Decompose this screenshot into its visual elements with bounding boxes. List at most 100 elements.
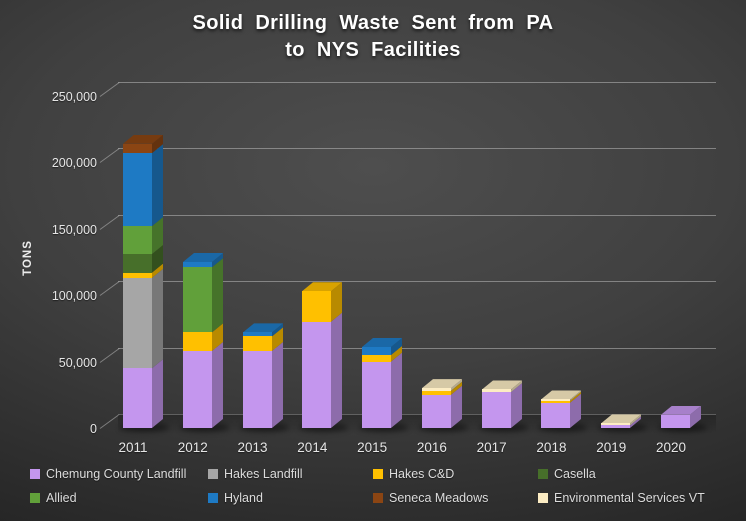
legend-label-esvt: Environmental Services VT	[554, 491, 705, 505]
bar-segment	[601, 423, 630, 426]
legend-item-esvt: Environmental Services VT	[538, 491, 705, 505]
legend-item-seneca: Seneca Meadows	[373, 491, 488, 505]
axis-depth-tick	[99, 347, 120, 363]
bar-segment-side	[272, 323, 283, 337]
bar-segment	[362, 361, 391, 428]
x-tick-label: 2014	[297, 440, 328, 455]
legend-label-hakes-cd: Hakes C&D	[389, 467, 455, 481]
x-tick-label: 2012	[177, 440, 208, 455]
legend-label-hakes-landfill: Hakes Landfill	[224, 467, 303, 481]
bar-segment	[123, 153, 152, 227]
x-tick-label: 2020	[655, 440, 687, 455]
bar-segment-side	[331, 282, 342, 322]
legend-swatch-allied	[30, 493, 40, 503]
bar-segment	[541, 399, 570, 401]
bar-segment-side	[570, 390, 581, 401]
bar-top-face	[422, 379, 462, 389]
bar-top-face	[123, 134, 163, 144]
legend-item-casella: Casella	[538, 467, 596, 481]
legend-item-hakes-landfill: Hakes Landfill	[208, 467, 303, 481]
bar-segment	[541, 402, 570, 428]
bar-segment-side	[391, 352, 402, 428]
bar-segment	[123, 272, 152, 278]
x-tick-label: 2019	[596, 440, 627, 455]
legend-swatch-casella	[538, 469, 548, 479]
bar-segment-side	[391, 337, 402, 355]
bar-segment	[123, 143, 152, 154]
bar-segment-side	[152, 268, 163, 369]
legend-label-chemung: Chemung County Landfill	[46, 467, 187, 481]
x-tick-label: 2015	[357, 440, 388, 455]
axis-depth-tick	[99, 148, 120, 164]
y-tick-label: 200,000	[51, 156, 97, 171]
chart-title: Solid Drilling Waste Sent from PA to NYS…	[0, 10, 746, 64]
bar-segment	[302, 321, 331, 428]
legend-label-seneca: Seneca Meadows	[389, 491, 489, 505]
bar-segment	[422, 390, 451, 395]
legend-label-hyland: Hyland	[224, 491, 263, 505]
bar-segment	[183, 332, 212, 351]
bar-segment	[123, 254, 152, 273]
x-tick-label: 2018	[536, 440, 567, 455]
axis-depth-tick	[99, 81, 120, 97]
bar-segment-side	[152, 245, 163, 273]
gridline	[118, 214, 716, 216]
gridline	[118, 414, 716, 415]
bar-segment	[422, 388, 451, 391]
x-tick-label: 2016	[416, 440, 447, 455]
bar-top-face	[183, 253, 223, 262]
legend-swatch-esvt	[538, 493, 548, 503]
axis-depth-tick	[99, 413, 120, 429]
bar-segment-side	[391, 345, 402, 362]
bar-segment-side	[451, 385, 462, 428]
bar-segment	[183, 262, 212, 268]
chart-title-line1: Solid Drilling Waste Sent from PA	[192, 12, 554, 34]
x-tick-label: 2011	[118, 440, 148, 455]
bar-segment	[243, 350, 272, 428]
bar-segment-side	[630, 416, 641, 428]
legend-swatch-hakes-cd	[373, 469, 383, 479]
bar-segment-side	[272, 327, 283, 351]
legend-swatch-hakes-landfill	[208, 469, 218, 479]
bar-segment	[422, 394, 451, 428]
bar-segment	[362, 346, 391, 355]
y-tick-label: 150,000	[51, 222, 97, 237]
bar-segment	[123, 226, 152, 255]
bar-segment-side	[511, 383, 522, 428]
legend-swatch-seneca	[373, 493, 383, 503]
bar-segment-side	[511, 380, 522, 392]
bar-top-face	[661, 405, 701, 415]
bar-top-face	[601, 414, 641, 424]
bar-segment-side	[212, 341, 223, 428]
x-tick-label: 2013	[237, 440, 268, 455]
legend-item-allied: Allied	[30, 491, 77, 505]
bar-top-face	[482, 380, 522, 390]
bar-segment-side	[570, 391, 581, 403]
bar-segment	[362, 354, 391, 362]
bar-segment	[243, 332, 272, 337]
chart-title-line2: to NYS Facilities	[285, 39, 461, 61]
gridline	[118, 148, 716, 150]
y-axis-title: TONS	[22, 240, 34, 276]
axis-depth-tick	[99, 281, 120, 297]
bar-segment-side	[451, 379, 462, 391]
bar-segment	[482, 392, 511, 428]
bar-segment-side	[152, 134, 163, 154]
legend-item-hyland: Hyland	[208, 491, 263, 505]
bar-segment	[183, 267, 212, 333]
bar-segment-side	[451, 381, 462, 395]
bar-segment-side	[690, 405, 701, 428]
gridline	[118, 347, 716, 349]
legend-label-allied: Allied	[46, 491, 77, 505]
bar-segment-side	[272, 341, 283, 428]
bar-segment-side	[152, 217, 163, 254]
gridline	[118, 82, 716, 83]
bar-top-face	[362, 337, 402, 347]
legend-item-chemung: Chemung County Landfill	[30, 467, 186, 481]
bar-top-face	[243, 323, 283, 333]
bar-segment	[183, 350, 212, 428]
bar-segment	[123, 277, 152, 369]
bar-segment-side	[630, 414, 641, 426]
legend-swatch-chemung	[30, 469, 40, 479]
